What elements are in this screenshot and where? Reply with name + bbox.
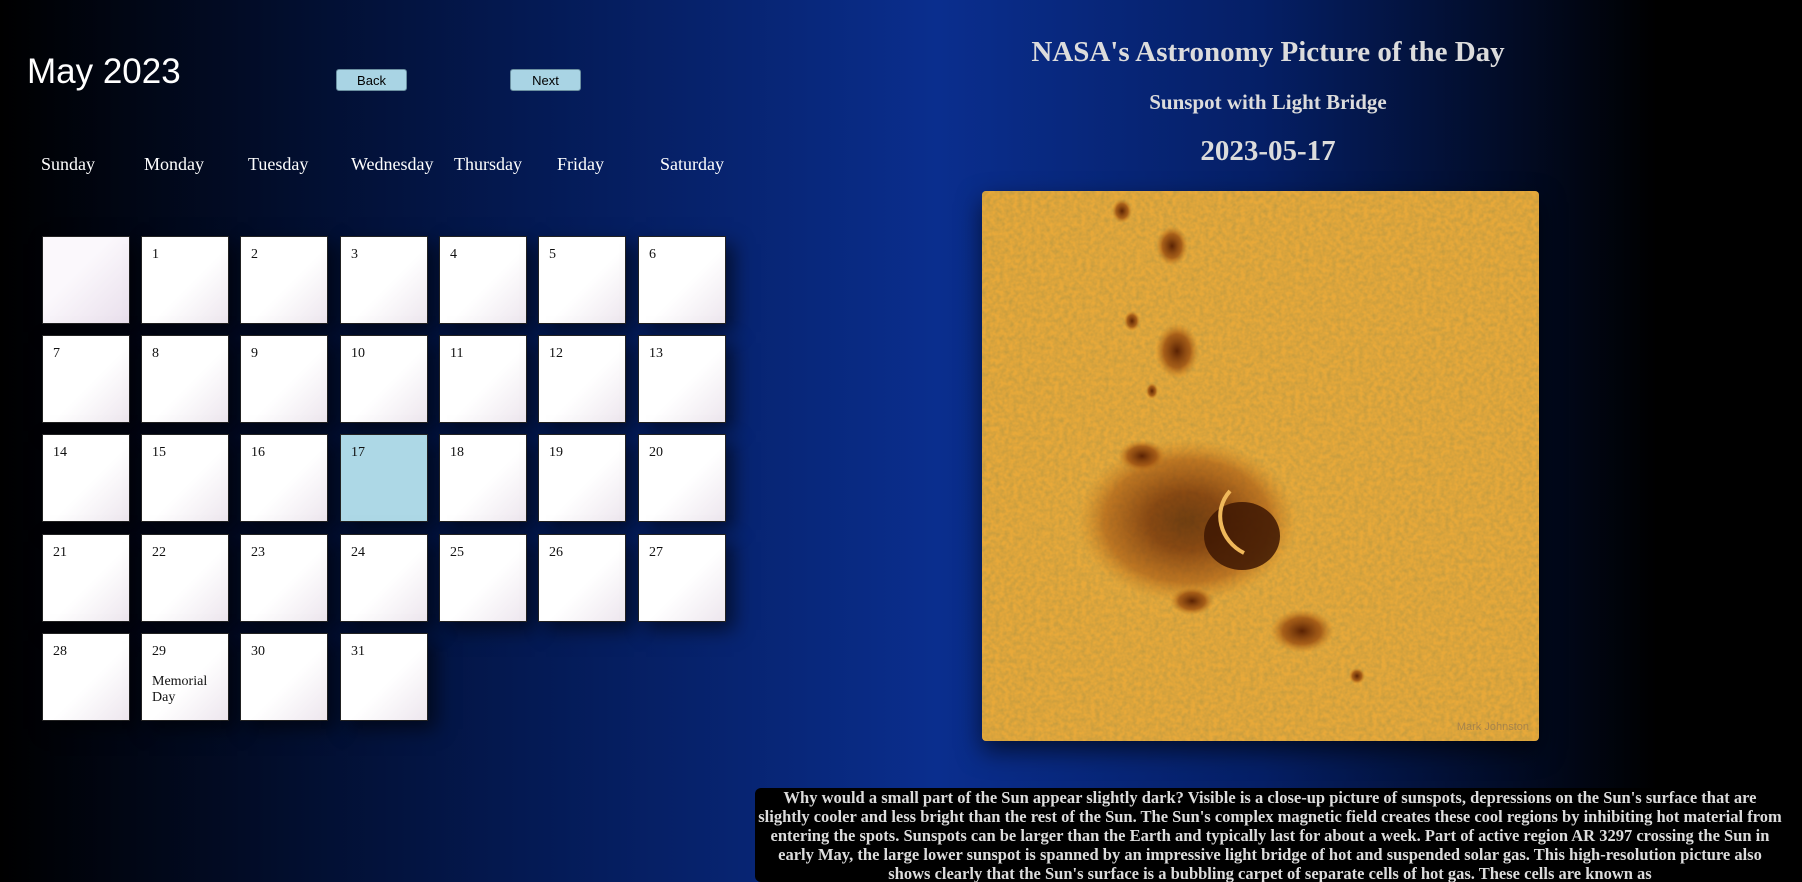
day-number: 26 xyxy=(549,545,563,560)
day-number: 12 xyxy=(549,346,563,361)
calendar-day-12[interactable]: 12 xyxy=(538,335,626,423)
image-credit: Mark Johnston xyxy=(1456,721,1529,733)
calendar-day-29[interactable]: 29 Memorial Day xyxy=(141,633,229,721)
apod-explanation: Why would a small part of the Sun appear… xyxy=(755,788,1785,882)
calendar-day-7[interactable]: 7 xyxy=(42,335,130,423)
calendar-day-2[interactable]: 2 xyxy=(240,236,328,324)
calendar-day-19[interactable]: 19 xyxy=(538,434,626,522)
day-number: 16 xyxy=(251,445,265,460)
calendar-day-14[interactable]: 14 xyxy=(42,434,130,522)
day-number: 21 xyxy=(53,545,67,560)
calendar-day-27[interactable]: 27 xyxy=(638,534,726,622)
day-number: 17 xyxy=(351,445,365,460)
calendar-day-9[interactable]: 9 xyxy=(240,335,328,423)
day-number: 30 xyxy=(251,644,265,659)
calendar-day-21[interactable]: 21 xyxy=(42,534,130,622)
day-number: 31 xyxy=(351,644,365,659)
calendar-day-16[interactable]: 16 xyxy=(240,434,328,522)
calendar-day-31[interactable]: 31 xyxy=(340,633,428,721)
calendar-day-28[interactable]: 28 xyxy=(42,633,130,721)
day-number: 14 xyxy=(53,445,67,460)
calendar-day-empty xyxy=(42,236,130,324)
weekday-label-tuesday: Tuesday xyxy=(248,154,309,174)
day-number: 18 xyxy=(450,445,464,460)
day-number: 22 xyxy=(152,545,166,560)
calendar-day-30[interactable]: 30 xyxy=(240,633,328,721)
apod-header: NASA's Astronomy Picture of the Day xyxy=(1031,36,1505,68)
holiday-label: Memorial Day xyxy=(152,674,208,705)
calendar-day-11[interactable]: 11 xyxy=(439,335,527,423)
day-number: 25 xyxy=(450,545,464,560)
weekday-label-monday: Monday xyxy=(144,154,204,174)
day-number: 27 xyxy=(649,545,663,560)
day-number: 1 xyxy=(152,247,159,262)
day-number: 20 xyxy=(649,445,663,460)
day-number: 9 xyxy=(251,346,258,361)
day-number: 2 xyxy=(251,247,258,262)
day-number: 3 xyxy=(351,247,358,262)
apod-image[interactable]: Mark Johnston xyxy=(982,191,1539,741)
day-number: 28 xyxy=(53,644,67,659)
calendar-month-title: May 2023 xyxy=(27,52,181,91)
back-button[interactable]: Back xyxy=(336,69,407,91)
day-number: 13 xyxy=(649,346,663,361)
calendar-day-5[interactable]: 5 xyxy=(538,236,626,324)
day-number: 10 xyxy=(351,346,365,361)
day-number: 23 xyxy=(251,545,265,560)
calendar-day-24[interactable]: 24 xyxy=(340,534,428,622)
calendar-day-13[interactable]: 13 xyxy=(638,335,726,423)
calendar-day-10[interactable]: 10 xyxy=(340,335,428,423)
day-number: 29 xyxy=(152,644,166,659)
day-number: 5 xyxy=(549,247,556,262)
calendar-day-15[interactable]: 15 xyxy=(141,434,229,522)
day-number: 6 xyxy=(649,247,656,262)
calendar-day-6[interactable]: 6 xyxy=(638,236,726,324)
weekday-label-wednesday: Wednesday xyxy=(351,154,434,174)
weekday-label-friday: Friday xyxy=(557,154,604,174)
calendar-day-3[interactable]: 3 xyxy=(340,236,428,324)
weekday-label-thursday: Thursday xyxy=(454,154,522,174)
sunspot-image xyxy=(982,191,1539,741)
day-number: 8 xyxy=(152,346,159,361)
apod-date: 2023-05-17 xyxy=(1200,135,1336,167)
day-number: 15 xyxy=(152,445,166,460)
day-number: 19 xyxy=(549,445,563,460)
weekday-label-saturday: Saturday xyxy=(660,154,724,174)
calendar-day-23[interactable]: 23 xyxy=(240,534,328,622)
calendar-day-26[interactable]: 26 xyxy=(538,534,626,622)
day-number: 7 xyxy=(53,346,60,361)
calendar-day-4[interactable]: 4 xyxy=(439,236,527,324)
calendar-day-17[interactable]: 17 xyxy=(340,434,428,522)
weekday-label-sunday: Sunday xyxy=(41,154,95,174)
calendar-day-20[interactable]: 20 xyxy=(638,434,726,522)
apod-title: Sunspot with Light Bridge xyxy=(1149,90,1387,114)
calendar-day-18[interactable]: 18 xyxy=(439,434,527,522)
calendar-day-25[interactable]: 25 xyxy=(439,534,527,622)
calendar-day-22[interactable]: 22 xyxy=(141,534,229,622)
calendar-day-8[interactable]: 8 xyxy=(141,335,229,423)
calendar-day-1[interactable]: 1 xyxy=(141,236,229,324)
next-button[interactable]: Next xyxy=(510,69,581,91)
day-number: 24 xyxy=(351,545,365,560)
day-number: 4 xyxy=(450,247,457,262)
day-number: 11 xyxy=(450,346,464,361)
